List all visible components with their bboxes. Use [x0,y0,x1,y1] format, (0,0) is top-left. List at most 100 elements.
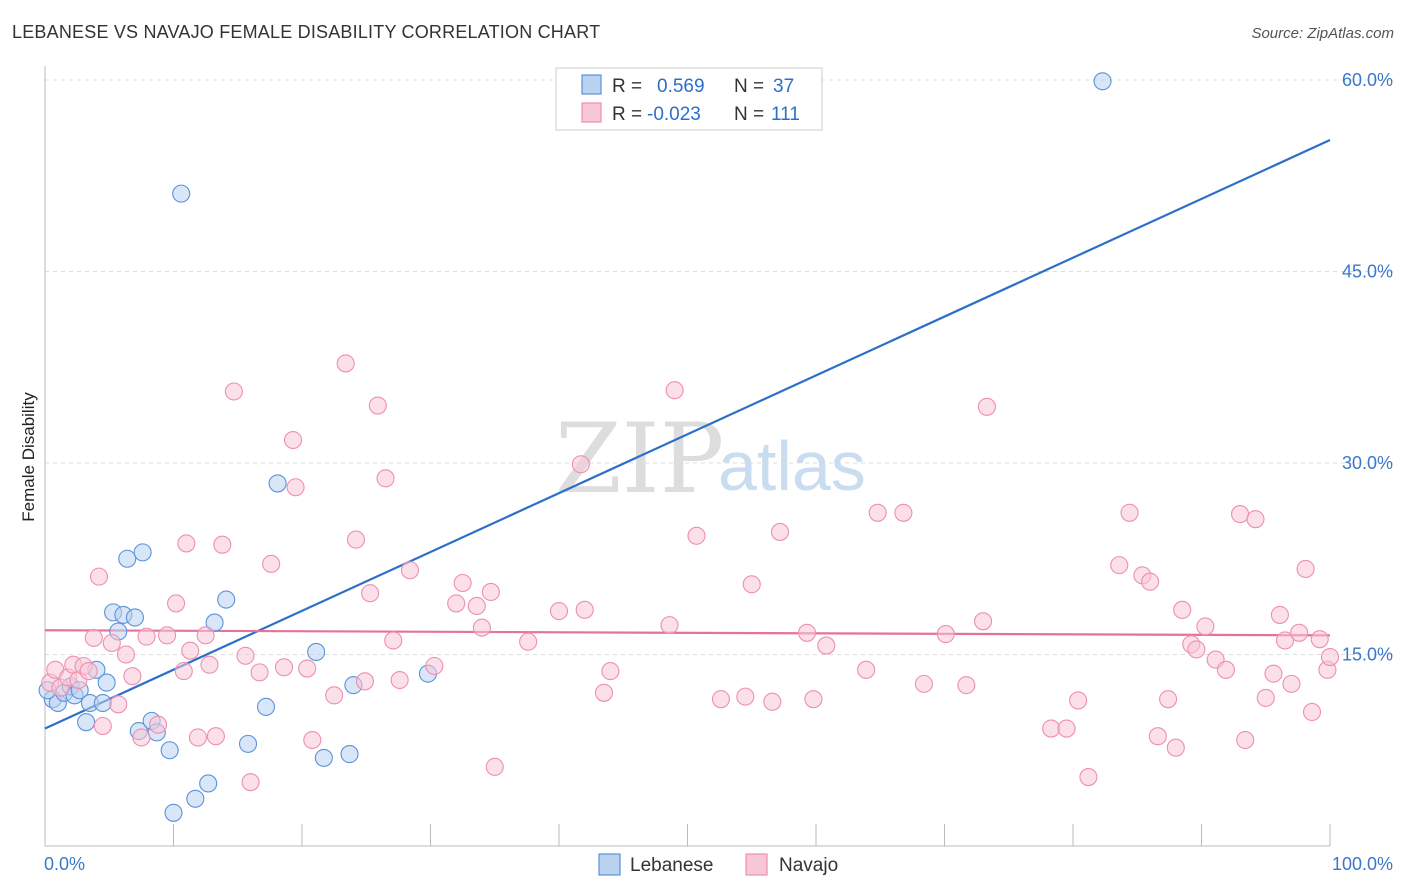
point-navajo-34 [283,430,303,450]
point-lebanese-25 [205,613,224,632]
point-navajo-89 [1159,690,1178,709]
point-navajo-102 [1270,605,1289,624]
point-navajo-82 [1069,691,1088,710]
point-navajo-100 [1256,688,1275,707]
point-navajo-39 [336,354,355,373]
point-navajo-51 [467,596,486,616]
point-lebanese-6 [77,713,96,732]
point-navajo-35 [286,478,305,497]
point-navajo-105 [1290,623,1309,642]
point-navajo-90 [1166,738,1185,757]
trend-line-navajo [44,629,1331,637]
point-navajo-70 [804,690,823,709]
point-navajo-41 [355,672,375,691]
point-lebanese-30 [307,642,326,661]
point-lebanese-27 [238,734,258,753]
point-navajo-27 [213,535,232,554]
point-navajo-54 [485,757,504,776]
point-navajo-59 [594,683,614,702]
point-navajo-14 [123,667,142,686]
point-navajo-88 [1148,727,1167,746]
point-lebanese-26 [217,590,236,609]
point-navajo-11 [102,633,121,653]
point-navajo-30 [241,773,260,792]
point-navajo-93 [1187,640,1206,659]
grid-lines [45,79,1393,655]
point-navajo-12 [109,695,128,714]
point-navajo-9 [89,567,109,586]
point-navajo-103 [1275,631,1295,650]
point-navajo-65 [736,687,755,706]
point-navajo-79 [977,397,996,416]
point-lebanese-28 [256,697,276,716]
point-navajo-96 [1216,660,1235,679]
point-navajo-73 [868,503,887,522]
point-lebanese-35 [1093,72,1112,91]
point-navajo-85 [1120,503,1139,522]
point-lebanese-32 [340,745,359,764]
point-lebanese-17 [133,543,152,562]
point-navajo-74 [894,503,913,522]
point-navajo-47 [400,561,419,580]
point-navajo-84 [1110,556,1129,575]
point-navajo-19 [167,594,186,613]
point-navajo-53 [481,582,500,601]
point-navajo-107 [1302,702,1322,722]
point-lebanese-14 [118,549,137,568]
point-navajo-24 [196,626,215,645]
x-tick-label-max: 100.0% [1332,854,1393,874]
point-lebanese-20 [160,741,179,760]
point-navajo-64 [711,690,730,709]
point-lebanese-15 [125,608,144,627]
point-navajo-36 [298,659,317,678]
point-navajo-49 [447,594,466,613]
point-navajo-106 [1296,559,1315,579]
watermark: ZIP atlas [555,403,866,515]
point-navajo-57 [571,455,590,474]
point-lebanese-31 [314,748,333,767]
point-navajo-104 [1282,674,1301,693]
point-navajo-42 [361,584,380,603]
legend-r-label-navajo: R = [612,104,642,125]
point-navajo-66 [742,575,761,594]
point-lebanese-29 [268,474,287,493]
legend-n-label-lebanese: N = [734,76,764,97]
point-navajo-56 [549,602,569,621]
point-navajo-67 [763,692,782,711]
point-navajo-52 [472,618,491,637]
point-navajo-77 [957,676,976,695]
point-navajo-32 [262,554,281,573]
point-navajo-62 [665,381,684,400]
point-navajo-28 [224,382,243,401]
point-navajo-10 [93,716,112,736]
point-navajo-97 [1231,505,1250,524]
point-navajo-46 [390,670,409,690]
point-navajo-99 [1246,510,1265,529]
y-tick-label-3: 60.0% [1342,70,1393,90]
point-navajo-25 [200,655,219,674]
trend-lines [44,139,1331,730]
point-navajo-101 [1264,664,1283,683]
chart-title: LEBANESE VS NAVAJO FEMALE DISABILITY COR… [12,22,601,42]
point-navajo-44 [376,469,395,488]
legend-r-label-lebanese: R = [612,76,642,97]
point-navajo-78 [973,612,993,631]
point-navajo-75 [914,674,933,693]
x-tick-label-min: 0.0% [44,854,85,874]
point-navajo-83 [1079,768,1098,787]
point-navajo-81 [1057,719,1076,738]
point-navajo-50 [453,573,472,593]
bottom-legend-label-navajo: Navajo [779,855,838,876]
stats-legend: R = 0.569 N = 37 R = -0.023 N = 111 [555,67,823,131]
point-navajo-43 [368,396,387,415]
point-navajo-8 [84,628,103,647]
legend-swatch-lebanese [581,74,602,95]
point-navajo-55 [519,632,538,651]
y-tick-label-2: 45.0% [1342,262,1393,282]
point-navajo-76 [936,625,955,644]
point-lebanese-24 [199,774,218,793]
legend-n-label-navajo: N = [734,104,764,125]
bottom-legend-swatch-navajo [745,853,768,876]
point-lebanese-22 [172,184,191,203]
point-navajo-45 [384,631,403,650]
